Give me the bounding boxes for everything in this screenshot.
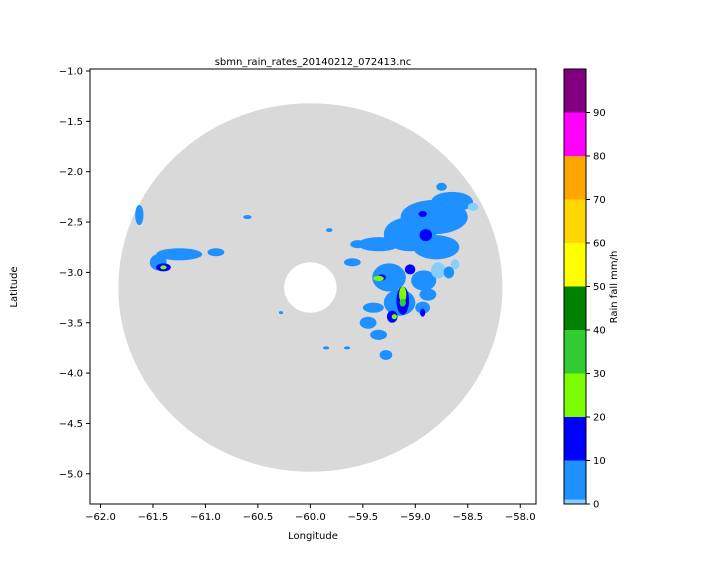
rain-cell <box>362 302 384 313</box>
x-tick-label: −59.5 <box>348 512 379 523</box>
rain-cells-layer <box>135 182 479 361</box>
y-tick-label: −1.5 <box>59 117 83 128</box>
colorbar-tick-label: 70 <box>593 195 606 206</box>
x-tick-label: −60.5 <box>243 512 274 523</box>
colorbar-tick-label: 40 <box>593 326 606 337</box>
x-tick-label: −61.0 <box>190 512 221 523</box>
colorbar-bin <box>564 286 586 330</box>
rain-cell <box>243 215 252 220</box>
rain-cell <box>135 204 144 226</box>
rain-cell <box>391 314 397 320</box>
y-axis: −1.0 −1.5 −2.0 −2.5 −3.0 −3.5 −4.0 −4.5 −5.0 <box>59 67 90 480</box>
rain-cell <box>156 248 203 261</box>
colorbar: 0 10 20 30 40 50 60 70 80 90 <box>563 68 606 511</box>
plot-area <box>89 68 537 505</box>
colorbar-bin <box>564 417 586 461</box>
colorbar-tick-label: 30 <box>593 369 606 380</box>
colorbar-tick-label: 90 <box>593 108 606 119</box>
x-tick-label: −58.5 <box>452 512 483 523</box>
y-axis-label: Latitude <box>9 266 20 307</box>
y-tick-label: −3.5 <box>59 318 83 329</box>
rain-cell <box>419 288 437 301</box>
rain-cell <box>399 286 407 303</box>
rain-cell <box>436 182 447 191</box>
rain-cell <box>467 202 479 211</box>
rain-cell <box>370 329 387 340</box>
x-axis: −62.0 −61.5 −61.0 −60.5 −60.0 −59.5 −59.0 −58.5… <box>85 504 536 523</box>
rain-cell <box>399 298 406 307</box>
rain-cell <box>415 301 431 314</box>
colorbar-tick-label: 50 <box>593 282 606 293</box>
rain-cell <box>359 316 377 329</box>
x-tick-label: −62.0 <box>85 512 116 523</box>
x-tick-label: −60.0 <box>295 512 326 523</box>
colorbar-bin <box>564 460 586 500</box>
colorbar-tick-label: 0 <box>593 500 599 511</box>
radar-coverage-layer <box>118 103 503 472</box>
colorbar-bin <box>564 199 586 243</box>
x-tick-label: −58.0 <box>505 512 536 523</box>
x-tick-label: −59.0 <box>400 512 431 523</box>
colorbar-bin <box>564 112 586 156</box>
colorbar-bin <box>564 330 586 374</box>
rain-cell <box>431 262 446 279</box>
colorbar-bin <box>564 499 586 504</box>
rain-cell <box>411 270 437 291</box>
x-tick-label: −61.5 <box>138 512 169 523</box>
colorbar-tick-label: 20 <box>593 413 606 424</box>
rain-cell <box>160 265 167 270</box>
plot-frame <box>89 68 537 505</box>
rain-cell <box>207 248 225 257</box>
x-axis-label: Longitude <box>288 531 338 542</box>
rain-cell <box>350 240 365 249</box>
y-tick-label: −4.5 <box>59 419 83 430</box>
colorbar-tick-label: 80 <box>593 152 606 163</box>
colorbar-bin <box>564 243 586 287</box>
rain-cell <box>419 229 433 242</box>
rain-cell <box>413 235 460 260</box>
rain-cell <box>357 237 400 252</box>
colorbar-tick-label: 10 <box>593 456 606 467</box>
rain-cell <box>404 264 416 275</box>
chart-title: sbmn_rain_rates_20140212_072413.nc <box>215 57 412 68</box>
rain-cell <box>418 210 427 218</box>
rain-cell <box>420 308 426 317</box>
rain-cell <box>343 258 361 267</box>
colorbar-bin <box>564 69 586 113</box>
rain-cell <box>326 228 333 233</box>
colorbar-tick-label: 60 <box>593 239 606 250</box>
rain-cell <box>343 346 351 350</box>
y-tick-label: −2.5 <box>59 218 83 229</box>
y-tick-label: −4.0 <box>59 369 83 380</box>
colorbar-bin <box>564 373 586 417</box>
rain-cell <box>431 191 474 212</box>
y-tick-label: −5.0 <box>59 469 83 480</box>
colorbar-label: Rain fall mm/h <box>609 251 620 324</box>
colorbar-bin <box>564 156 586 200</box>
rain-cell <box>278 311 284 315</box>
rain-cell <box>372 263 406 292</box>
rain-cell <box>450 259 460 270</box>
rain-cell <box>373 275 384 281</box>
rain-cell <box>443 266 455 279</box>
y-tick-label: −3.0 <box>59 268 83 279</box>
rain-cell <box>322 346 330 350</box>
y-tick-label: −1.0 <box>59 67 83 78</box>
rain-cell <box>379 349 393 361</box>
radar-coverage-annulus <box>118 103 503 472</box>
y-tick-label: −2.0 <box>59 167 83 178</box>
